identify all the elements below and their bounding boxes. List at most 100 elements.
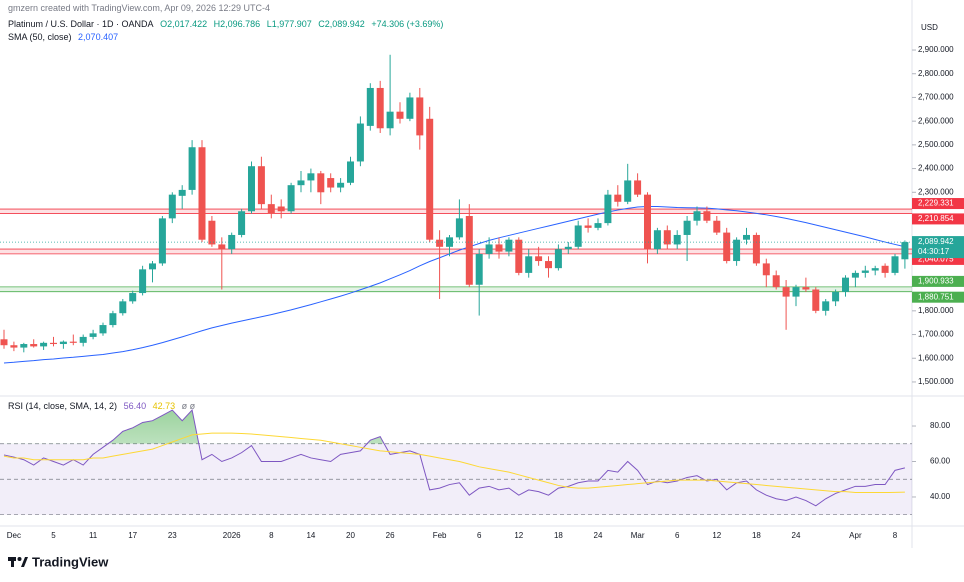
candle-body bbox=[337, 182, 345, 188]
rsi-icons: ø ø bbox=[181, 401, 196, 411]
y-tick-label: 2,300.000 bbox=[918, 187, 954, 196]
candle-body bbox=[822, 301, 830, 311]
candle-body bbox=[634, 180, 642, 195]
x-tick-label: 8 bbox=[269, 531, 274, 540]
candle-body bbox=[851, 272, 859, 278]
level-label-bg bbox=[912, 291, 964, 303]
level-zone bbox=[0, 209, 912, 214]
x-tick-label: 8 bbox=[893, 531, 898, 540]
candle-body bbox=[79, 336, 87, 343]
ohlc-change: +74.306 (+3.69%) bbox=[371, 19, 444, 29]
sma-line bbox=[3, 206, 906, 364]
x-tick-label: 6 bbox=[675, 531, 680, 540]
candle-body bbox=[40, 342, 48, 347]
candle-body bbox=[109, 313, 117, 326]
candle-body bbox=[139, 269, 147, 294]
countdown: 04:30:17 bbox=[918, 247, 950, 256]
candle-body bbox=[465, 215, 473, 285]
ohlc-open: O2,017.422 bbox=[160, 19, 208, 29]
level-label: 1,880.751 bbox=[918, 292, 954, 301]
candle-body bbox=[772, 275, 780, 288]
candle-body bbox=[693, 211, 701, 221]
level-label-bg bbox=[912, 198, 964, 210]
candle-body bbox=[59, 341, 67, 345]
candle-body bbox=[376, 87, 384, 129]
candle-body bbox=[396, 111, 404, 119]
level-label-bg bbox=[912, 213, 964, 225]
y-tick-label: 2,400.000 bbox=[918, 164, 954, 173]
candle-body bbox=[327, 178, 335, 188]
level-label: 2,040.075 bbox=[918, 255, 954, 264]
x-tick-label: 24 bbox=[594, 531, 603, 540]
candle-body bbox=[0, 339, 8, 346]
level-label-bg bbox=[912, 253, 964, 265]
candle-body bbox=[436, 239, 444, 247]
x-tick-label: 20 bbox=[346, 531, 355, 540]
candle-body bbox=[752, 234, 760, 264]
candle-body bbox=[446, 237, 453, 247]
candle-body bbox=[574, 225, 582, 247]
candle-body bbox=[248, 166, 255, 212]
candle-body bbox=[149, 263, 156, 270]
overbought-fill bbox=[107, 410, 385, 444]
candle-body bbox=[30, 344, 38, 347]
credit: gmzern created with TradingView.com, Apr… bbox=[8, 3, 270, 13]
x-tick-label: 17 bbox=[128, 531, 137, 540]
candle-body bbox=[277, 206, 285, 212]
y-tick-label: 40.00 bbox=[930, 492, 951, 501]
candle-body bbox=[891, 256, 899, 273]
candle-body bbox=[198, 147, 206, 240]
candle-body bbox=[901, 242, 909, 260]
y-tick-label: 1,600.000 bbox=[918, 353, 954, 362]
x-tick-label: 23 bbox=[168, 531, 177, 540]
candle-body bbox=[158, 218, 166, 264]
candle-body bbox=[584, 225, 592, 228]
x-tick-label: 2026 bbox=[223, 531, 241, 540]
candle-body bbox=[475, 253, 483, 285]
candle-body bbox=[168, 194, 176, 219]
legend-sma: SMA (50, close) 2,070.407 bbox=[8, 32, 122, 42]
x-tick-label: Dec bbox=[7, 531, 21, 540]
legend-rsi: RSI (14, close, SMA, 14, 2) 56.40 42.73 … bbox=[8, 401, 199, 411]
candle-body bbox=[69, 341, 77, 343]
level-label: 2,210.854 bbox=[918, 214, 954, 223]
candle-body bbox=[485, 244, 493, 254]
candle-body bbox=[614, 194, 622, 202]
sma-label: SMA (50, close) bbox=[8, 32, 72, 42]
candle-body bbox=[812, 289, 820, 311]
candle-body bbox=[743, 234, 750, 240]
candle-body bbox=[525, 256, 533, 273]
candle-body bbox=[188, 147, 196, 190]
candle-body bbox=[406, 97, 414, 119]
x-tick-label: 12 bbox=[712, 531, 721, 540]
ohlc-low: L1,977.907 bbox=[266, 19, 312, 29]
candle-body bbox=[594, 223, 602, 228]
rsi-label: RSI (14, close, SMA, 14, 2) bbox=[8, 401, 118, 411]
candle-body bbox=[297, 180, 305, 186]
candle-body bbox=[624, 180, 632, 202]
currency: USD bbox=[921, 23, 938, 32]
last-price-label: 2,089.942 bbox=[918, 237, 954, 246]
x-tick-label: 24 bbox=[792, 531, 801, 540]
y-tick-label: 60.00 bbox=[930, 457, 951, 466]
x-tick-label: Feb bbox=[433, 531, 447, 540]
x-tick-label: 5 bbox=[51, 531, 56, 540]
x-tick-label: Apr bbox=[849, 531, 862, 540]
candle-body bbox=[317, 173, 325, 193]
candle-body bbox=[238, 211, 246, 235]
level-label-bg bbox=[912, 275, 964, 287]
sma-value: 2,070.407 bbox=[78, 32, 119, 42]
rsi-line bbox=[3, 432, 905, 494]
y-tick-label: 1,500.000 bbox=[918, 377, 954, 386]
candle-body bbox=[20, 344, 28, 348]
x-tick-label: 18 bbox=[752, 531, 761, 540]
brand-logo bbox=[8, 557, 28, 567]
candle-body bbox=[644, 194, 651, 250]
level-label: 2,229.331 bbox=[918, 199, 954, 208]
candle-body bbox=[564, 246, 572, 250]
candle-body bbox=[356, 123, 364, 162]
y-tick-label: 2,900.000 bbox=[918, 45, 954, 54]
candle-body bbox=[257, 166, 265, 205]
level-label: 1,900.933 bbox=[918, 277, 954, 286]
rsi-line bbox=[3, 409, 906, 507]
